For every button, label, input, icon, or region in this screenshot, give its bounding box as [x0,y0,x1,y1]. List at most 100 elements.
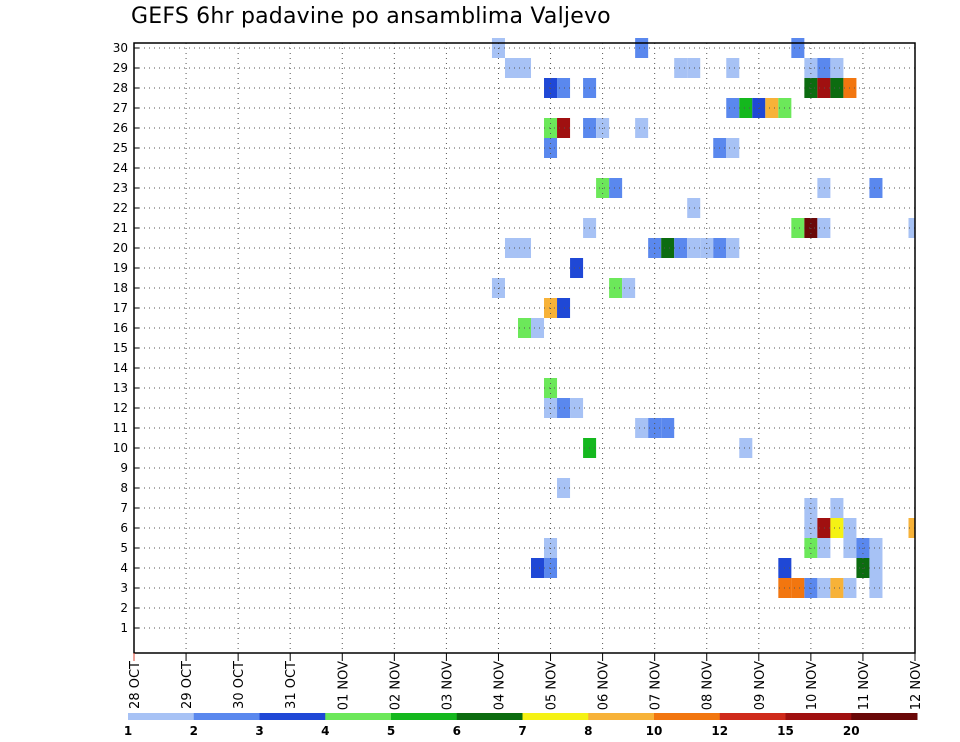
colorbar-swatch [851,713,918,720]
chart-title: GEFS 6hr padavine po ansamblima Valjevo [131,4,611,29]
y-tick-label: 17 [113,301,128,315]
precip-cell [557,298,571,318]
precip-cell [674,58,688,78]
x-tick-label: 04 NOV [492,661,507,710]
colorbar-swatch [391,713,458,720]
colorbar: 1 2 3 4 5 6 7 8 10 12 15 20 [124,713,918,738]
y-tick-label: 19 [113,261,128,275]
precip-cell [791,578,805,598]
y-tick-label: 20 [113,241,128,255]
x-tick-label: 03 NOV [440,661,455,710]
x-tick-label: 28 OCT [128,661,143,709]
y-tick-label: 23 [113,181,128,195]
precip-cell [830,58,844,78]
precip-cell [531,318,545,338]
precip-cell [531,558,545,578]
y-tick-label: 13 [113,381,128,395]
precip-cell [504,58,518,78]
colorbar-label: 1 [124,724,132,738]
precip-cell [674,238,688,258]
precip-cell [687,58,701,78]
precip-cell [817,178,831,198]
precip-cell [869,558,883,578]
precip-cell [635,418,649,438]
y-tick-label: 30 [113,41,128,55]
colorbar-swatch [128,713,195,720]
x-tick-label: 01 NOV [336,661,351,710]
y-tick-label: 5 [120,541,128,555]
y-tick-label: 2 [120,601,128,615]
y-tick-label: 8 [120,481,128,495]
precip-cell [726,98,740,118]
grid-lines-layer [134,43,915,653]
precip-cell [687,238,701,258]
colorbar-swatch [588,713,655,720]
precip-cell [570,398,584,418]
x-tick-label: 06 NOV [597,661,612,710]
y-tick-label: 22 [113,201,128,215]
precip-cell [908,518,915,538]
precip-cell [726,58,740,78]
y-tick-label: 3 [120,581,128,595]
precip-cell [661,238,675,258]
colorbar-label: 4 [321,724,329,738]
precip-cell [557,398,571,418]
y-tick-label: 21 [113,221,128,235]
colorbar-swatch [522,713,589,720]
precip-cell [817,218,831,238]
precip-cell [609,278,623,298]
precip-cell [687,198,701,218]
x-tick-label: 11 NOV [857,661,872,710]
colorbar-label: 10 [646,724,663,738]
precip-cell [609,178,623,198]
y-tick-label: 24 [113,161,128,175]
colorbar-swatch [719,713,786,720]
precip-cell [830,578,844,598]
precip-cell [726,238,740,258]
precip-cell [830,498,844,518]
y-tick-label: 25 [113,141,128,155]
precip-cell [504,238,518,258]
y-tick-label: 16 [113,321,128,335]
y-axis: 1234567891011121314151617181920212223242… [113,41,139,635]
precip-cell [869,578,883,598]
precip-cell [635,118,649,138]
y-tick-label: 26 [113,121,128,135]
precip-cell [817,78,831,98]
x-tick-label: 05 NOV [545,661,560,710]
precip-cell [765,98,779,118]
y-tick-label: 7 [120,501,128,515]
precip-cell [635,38,649,58]
colorbar-label: 3 [255,724,263,738]
colorbar-label: 15 [777,724,794,738]
x-tick-label: 09 NOV [753,661,768,710]
y-tick-label: 6 [120,521,128,535]
x-tick-label: 10 NOV [805,661,820,710]
colorbar-label: 8 [584,724,592,738]
y-tick-label: 4 [120,561,128,575]
precip-cell [869,538,883,558]
precip-cell [557,118,571,138]
colorbar-label: 7 [518,724,526,738]
colorbar-swatch [325,713,392,720]
y-tick-label: 11 [113,421,128,435]
x-tick-label: 12 NOV [909,661,924,710]
precip-cell [817,538,831,558]
colorbar-swatch [456,713,523,720]
colorbar-swatch [654,713,721,720]
precip-cell [739,438,753,458]
y-tick-label: 14 [113,361,128,375]
y-tick-label: 27 [113,101,128,115]
x-axis: 28 OCT 29 OCT 30 OCT 31 OCT 01 NOV 02 NOV 03 N… [128,653,924,710]
precip-cell [739,98,753,118]
colorbar-swatch [785,713,852,720]
precip-cell [791,218,805,238]
y-tick-label: 10 [113,441,128,455]
colorbar-label: 12 [711,724,728,738]
precip-cell [622,278,636,298]
colorbar-label: 20 [843,724,860,738]
precip-cell [661,418,675,438]
y-tick-label: 12 [113,401,128,415]
precip-cell [726,138,740,158]
y-tick-label: 18 [113,281,128,295]
